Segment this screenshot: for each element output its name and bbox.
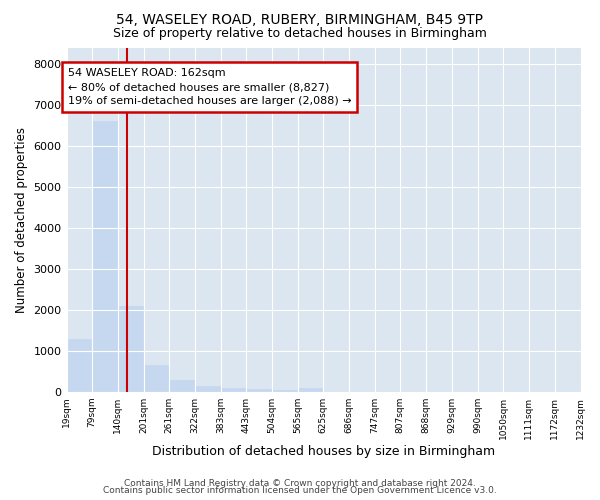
Text: 54, WASELEY ROAD, RUBERY, BIRMINGHAM, B45 9TP: 54, WASELEY ROAD, RUBERY, BIRMINGHAM, B4… — [116, 12, 484, 26]
Bar — [144, 365, 169, 392]
Bar — [67, 338, 92, 392]
Bar — [92, 122, 118, 392]
Bar — [169, 380, 194, 392]
Text: Contains public sector information licensed under the Open Government Licence v3: Contains public sector information licen… — [103, 486, 497, 495]
X-axis label: Distribution of detached houses by size in Birmingham: Distribution of detached houses by size … — [152, 444, 495, 458]
Y-axis label: Number of detached properties: Number of detached properties — [15, 126, 28, 312]
Bar — [247, 390, 272, 392]
Bar — [195, 386, 220, 392]
Bar — [118, 306, 143, 392]
Text: 54 WASELEY ROAD: 162sqm
← 80% of detached houses are smaller (8,827)
19% of semi: 54 WASELEY ROAD: 162sqm ← 80% of detache… — [68, 68, 352, 106]
Bar — [298, 388, 323, 392]
Bar — [272, 390, 298, 392]
Text: Size of property relative to detached houses in Birmingham: Size of property relative to detached ho… — [113, 28, 487, 40]
Text: Contains HM Land Registry data © Crown copyright and database right 2024.: Contains HM Land Registry data © Crown c… — [124, 478, 476, 488]
Bar — [221, 388, 246, 392]
